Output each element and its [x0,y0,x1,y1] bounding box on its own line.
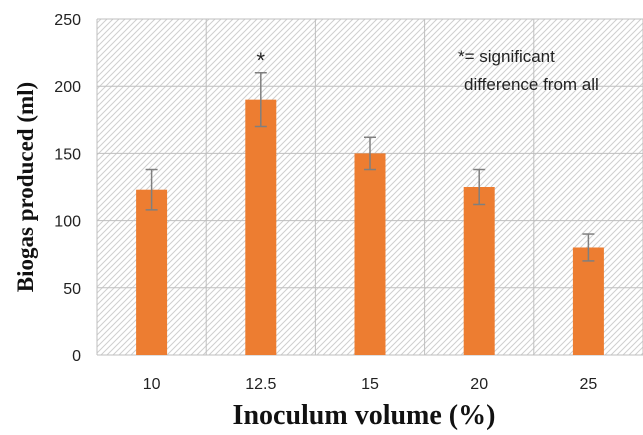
x-tick-label: 10 [143,376,161,393]
y-tick-label: 0 [72,348,81,365]
bar-12.5 [245,99,277,355]
x-tick-label: 15 [361,376,379,393]
x-axis-title: Inoculum volume (%) [233,400,496,431]
x-tick-label: 12.5 [245,376,276,393]
y-tick-label: 250 [54,12,81,29]
bar-15 [354,153,386,355]
y-tick-label: 150 [54,146,81,163]
bars [136,99,604,355]
x-axis-ticks: 10 12.5 15 20 25 [143,376,598,393]
x-tick-label: 20 [470,376,488,393]
y-axis-title: Biogas produced (ml) [13,82,38,292]
bar-25 [572,247,604,355]
error-bars [145,72,595,262]
significance-note-line1: *= significant [458,47,555,66]
bar-20 [463,187,495,355]
y-tick-label: 100 [54,214,81,231]
significance-note-line2: difference from all [464,75,599,94]
x-tick-label: 25 [580,376,598,393]
y-axis-ticks: 0 50 100 150 200 250 [54,12,81,365]
y-tick-label: 200 [54,79,81,96]
y-tick-label: 50 [63,281,81,298]
bar-10 [136,189,168,355]
significance-star: * [257,48,266,73]
